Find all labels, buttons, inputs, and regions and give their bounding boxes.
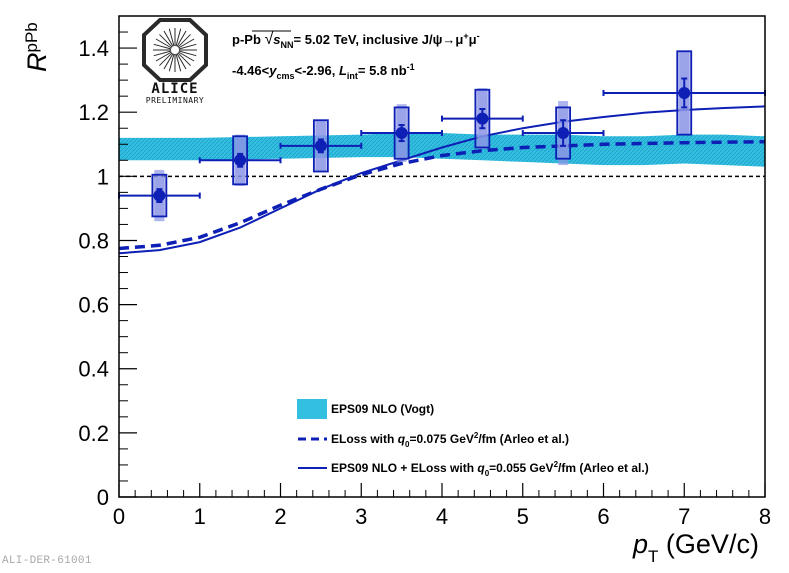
data-marker bbox=[476, 112, 489, 125]
legend-label-dashed: ELoss with q0=0.075 GeV2/fm (Arleo et al… bbox=[331, 431, 569, 449]
alice-logo-ray bbox=[178, 43, 197, 50]
eps09-eloss-curve bbox=[118, 105, 766, 255]
data-point-3 bbox=[279, 119, 363, 173]
alice-logo-ray bbox=[159, 52, 173, 66]
data-marker bbox=[557, 127, 570, 140]
y-tick-label: 0.6 bbox=[78, 293, 109, 318]
y-tick-label: 0.4 bbox=[78, 357, 109, 382]
axis-ticks: 0 1 2 3 4 5 6 7 8 0 0.2 0.4 0.6 0.8 1 1.2 1.4 bbox=[78, 15, 771, 529]
data-point-5 bbox=[441, 88, 524, 150]
alice-logo-subtitle: PRELIMINARY bbox=[146, 96, 204, 105]
x-axis-title: pT (GeV/c) bbox=[632, 529, 759, 566]
data-point-7 bbox=[602, 50, 766, 136]
data-marker bbox=[153, 189, 166, 202]
x-tick-label: 3 bbox=[355, 504, 367, 529]
alice-logo-ray bbox=[177, 52, 191, 66]
alice-logo-name: ALICE bbox=[151, 81, 198, 97]
y-axis-title: RpPb bbox=[22, 22, 52, 72]
alice-logo-ray bbox=[155, 38, 172, 49]
alice-logo-ray bbox=[178, 51, 195, 62]
data-points-layer bbox=[118, 50, 766, 222]
y-tick-label: 0 bbox=[97, 485, 109, 510]
info-line-1: p-Pb √sNN= 5.02 TeV, inclusive J/ψ→μ+μ- bbox=[232, 31, 480, 50]
x-tick-label: 1 bbox=[194, 504, 206, 529]
alice-logo-ray bbox=[168, 53, 175, 72]
info-line-2: -4.46<ycms<-2.96, Lint= 5.8 nb-1 bbox=[232, 62, 415, 81]
alice-logo-rays bbox=[153, 28, 197, 72]
data-point-1 bbox=[118, 169, 201, 222]
y-tick-label: 0.8 bbox=[78, 228, 109, 253]
x-tick-label: 0 bbox=[113, 504, 125, 529]
alice-logo-ray bbox=[163, 30, 174, 47]
plot-frame-rect bbox=[118, 15, 766, 498]
eps09-band-layer bbox=[119, 133, 765, 167]
eloss-curve bbox=[118, 139, 766, 251]
x-tick-label: 4 bbox=[436, 504, 448, 529]
data-point-6 bbox=[521, 100, 605, 166]
data-marker bbox=[678, 86, 691, 99]
data-marker bbox=[395, 127, 408, 140]
alice-logo-ray bbox=[177, 34, 191, 48]
model-curves-layer bbox=[118, 105, 766, 255]
x-tick-label: 2 bbox=[274, 504, 286, 529]
y-tick-label: 1.2 bbox=[78, 100, 109, 125]
svg-text:RpPb: RpPb bbox=[22, 22, 52, 72]
data-marker bbox=[234, 154, 247, 167]
data-point-4 bbox=[360, 104, 443, 162]
alice-logo-ray bbox=[175, 53, 182, 72]
alice-logo-ray bbox=[176, 53, 187, 70]
alice-logo-ray bbox=[168, 28, 175, 47]
alice-logo-ray bbox=[178, 38, 195, 49]
data-point-2 bbox=[198, 134, 282, 186]
figure-id: ALI-DER-61001 bbox=[2, 555, 92, 567]
legend-swatch-band bbox=[297, 399, 327, 419]
alice-logo-ray bbox=[178, 50, 197, 57]
alice-logo-ray bbox=[175, 28, 182, 47]
alice-logo-ray bbox=[163, 53, 174, 70]
legend: EPS09 NLO (Vogt) ELoss with q0=0.075 GeV… bbox=[297, 399, 649, 478]
x-tick-label: 6 bbox=[597, 504, 609, 529]
legend-label-band: EPS09 NLO (Vogt) bbox=[331, 402, 434, 416]
y-tick-label: 1 bbox=[97, 164, 109, 189]
x-tick-label: 5 bbox=[517, 504, 529, 529]
alice-logo-ray bbox=[155, 51, 172, 62]
plot-frame bbox=[118, 15, 766, 498]
x-tick-label: 8 bbox=[759, 504, 771, 529]
y-tick-label: 0.2 bbox=[78, 421, 109, 446]
alice-logo-ray bbox=[176, 30, 187, 47]
x-tick-label: 7 bbox=[678, 504, 690, 529]
alice-logo-ray bbox=[159, 34, 173, 48]
alice-logo-ray bbox=[153, 50, 172, 57]
eps09-band bbox=[119, 133, 765, 167]
y-tick-label: 1.4 bbox=[78, 36, 109, 61]
legend-label-solid: EPS09 NLO + ELoss with q0=0.055 GeV2/fm … bbox=[331, 460, 649, 478]
alice-logo: ALICE PRELIMINARY bbox=[142, 18, 208, 105]
alice-logo-ray bbox=[153, 43, 172, 50]
data-marker bbox=[314, 139, 327, 152]
